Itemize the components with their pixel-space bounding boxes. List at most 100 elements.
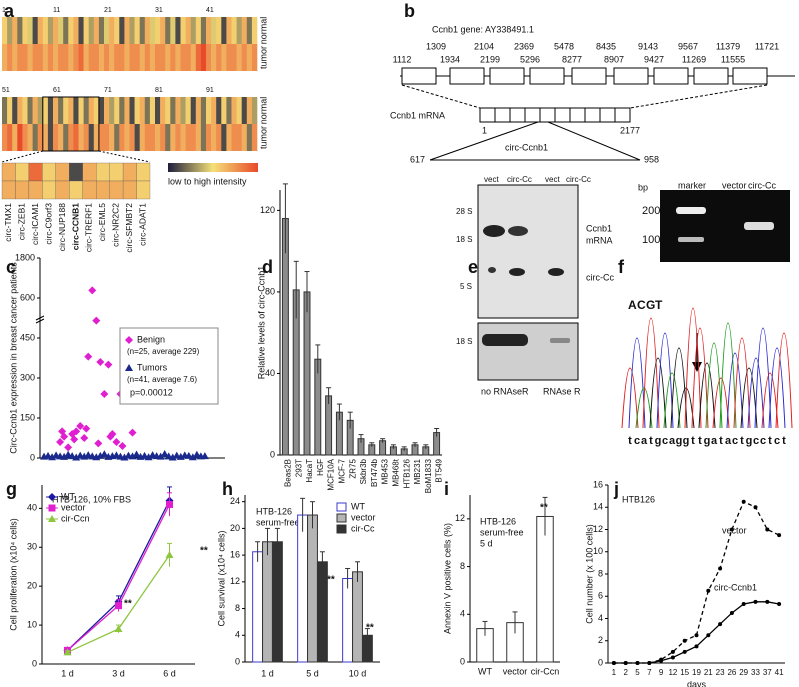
- y-tick-label: 40: [265, 368, 275, 378]
- exon-end: 11379: [716, 41, 740, 51]
- band: [508, 226, 528, 236]
- lane-label: vector: [722, 180, 747, 190]
- heat-cell: [221, 17, 227, 44]
- heat-cell: [93, 97, 100, 124]
- exon-end: 9567: [678, 41, 698, 51]
- heat-cell: [78, 44, 84, 71]
- point: [611, 661, 616, 665]
- heat-cell: [42, 124, 49, 151]
- heat-cell: [155, 124, 161, 151]
- point: [94, 439, 103, 448]
- heat-cell: [149, 17, 156, 44]
- heat-cell: [251, 17, 258, 44]
- heat-cell: [55, 162, 70, 182]
- x-tick-label: 2: [623, 668, 628, 677]
- heat-cell: [180, 124, 186, 151]
- exon-start: 9427: [644, 54, 664, 64]
- band: [509, 268, 525, 276]
- y-tick-label: 20: [230, 523, 240, 533]
- bar: [297, 514, 309, 663]
- heat-cell: [124, 17, 130, 44]
- legend-label: Benign: [137, 334, 165, 344]
- x-tick-label: 15: [680, 668, 689, 677]
- bar: [303, 291, 311, 456]
- heat-cell: [160, 44, 166, 71]
- point: [718, 622, 723, 627]
- mrna-label: Ccnb1 mRNA: [390, 110, 445, 120]
- peak: [754, 327, 772, 429]
- column-label: 21: [104, 7, 112, 14]
- y-tick-label: 20: [27, 581, 37, 591]
- y-tick-label: 40: [27, 503, 37, 513]
- heat-cell: [42, 17, 49, 44]
- point: [166, 500, 173, 508]
- heat-cell: [7, 17, 13, 44]
- heat-cell: [231, 124, 237, 151]
- circ-start: 617: [410, 154, 425, 164]
- y-axis-label: Relative levels of circ-Ccnb1: [256, 266, 266, 380]
- point: [777, 533, 782, 538]
- heat-cell: [42, 180, 56, 200]
- y-tick-label: 4: [598, 613, 603, 623]
- base-call: t: [782, 435, 786, 447]
- size-label: 100: [642, 234, 660, 246]
- point: [118, 442, 127, 450]
- heat-cell: [185, 17, 191, 44]
- heat-cell: [28, 162, 43, 182]
- y-tick-label: 12: [230, 576, 240, 586]
- heat-cell: [32, 124, 38, 151]
- peak: [775, 332, 793, 429]
- exon-end: 5478: [554, 41, 574, 51]
- heat-cell: [251, 124, 258, 151]
- exon-start: 11269: [682, 54, 706, 64]
- bar: [342, 578, 354, 663]
- x-tick-label: 3 d: [112, 668, 125, 678]
- heat-cell: [144, 44, 151, 71]
- y-tick-label: 0: [32, 658, 37, 668]
- heat-cell: [170, 124, 176, 151]
- heat-cell: [7, 97, 13, 124]
- x-axis-label: days: [687, 679, 707, 687]
- point: [200, 452, 209, 460]
- heat-cell: [58, 124, 64, 151]
- point: [144, 453, 153, 461]
- band-label: mRNA: [586, 235, 613, 245]
- heat-cell: [42, 44, 49, 71]
- exon-end: 8435: [596, 41, 616, 51]
- x-tick-label: 5: [635, 668, 640, 677]
- heat-cell: [216, 124, 222, 151]
- heat-cell: [17, 44, 23, 71]
- legend-marker: [48, 493, 56, 501]
- y-tick-label: 4: [235, 630, 240, 640]
- band: [483, 225, 505, 237]
- exon-start: 1934: [440, 54, 460, 64]
- panel-label: b: [404, 1, 415, 21]
- heat-cell: [216, 97, 222, 124]
- heat-cell: [83, 44, 89, 71]
- heat-cell: [42, 162, 56, 182]
- base-call: c: [774, 435, 780, 447]
- column-label: 11: [53, 7, 60, 14]
- heat-cell: [231, 17, 237, 44]
- x-tick-label: 19: [692, 668, 701, 677]
- band: [488, 267, 496, 273]
- heat-cell: [185, 44, 191, 71]
- exon-start: 8277: [562, 54, 582, 64]
- heat-cell: [241, 44, 248, 71]
- point: [647, 661, 652, 665]
- heat-cell: [190, 124, 197, 151]
- legend-box: [119, 327, 219, 405]
- point: [729, 527, 734, 532]
- heat-cell: [47, 44, 54, 71]
- heat-cell: [88, 97, 95, 124]
- bar: [252, 551, 264, 663]
- heat-cell: [139, 124, 146, 151]
- heat-cell: [1, 180, 16, 200]
- heat-cell: [139, 97, 146, 124]
- legend-label: WT: [351, 501, 365, 511]
- legend-note: (n=41, average 7.6): [127, 375, 197, 384]
- heat-cell: [226, 44, 232, 71]
- column-label: 71: [104, 87, 112, 94]
- mrna-segment: [539, 107, 556, 123]
- zoom-label: circ-TMX1: [3, 203, 13, 242]
